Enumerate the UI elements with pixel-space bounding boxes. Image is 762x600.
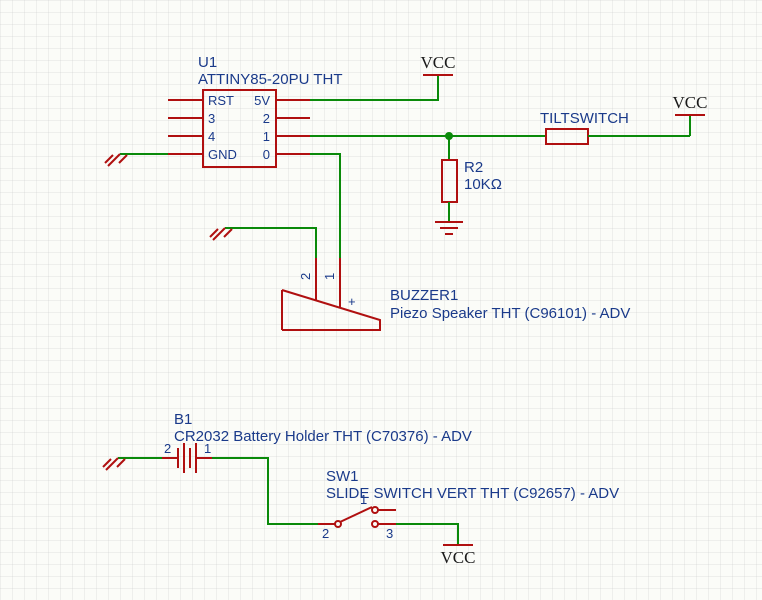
u1-ref: U1 xyxy=(198,54,217,71)
component-buzzer: 2 1 + BUZZER1 Piezo Speaker THT (C96101)… xyxy=(282,258,630,330)
r2-value: 10KΩ xyxy=(464,176,502,193)
b1-ref: B1 xyxy=(174,411,192,428)
vcc-label-2: VCC xyxy=(673,93,708,112)
buzzer-plus: + xyxy=(348,294,356,309)
u1-pin-3: 3 xyxy=(208,111,215,126)
sw1-ref: SW1 xyxy=(326,468,359,485)
schematic-canvas: RST 3 4 GND 5V 2 1 0 U1 ATTINY85-20PU TH… xyxy=(0,0,762,600)
u1-pin-4: 4 xyxy=(208,129,215,144)
net-buzzer-gnd xyxy=(210,228,316,258)
u1-pin-1: 1 xyxy=(263,129,270,144)
u1-pin-2: 2 xyxy=(263,111,270,126)
net-pin0-buzzer xyxy=(310,154,340,258)
u1-pin-rst: RST xyxy=(208,93,234,108)
sw1-pin-2: 2 xyxy=(322,526,329,541)
buzzer-pin-2: 2 xyxy=(298,273,313,280)
component-b1: 2 1 B1 CR2032 Battery Holder THT (C70376… xyxy=(103,411,472,473)
net-b1-sw1 xyxy=(212,458,318,524)
b1-value: CR2032 Battery Holder THT (C70376) - ADV xyxy=(174,428,472,445)
net-sw1-vcc: VCC xyxy=(396,524,475,567)
b1-pin-2: 2 xyxy=(164,441,171,456)
tiltswitch-ref: TILTSWITCH xyxy=(540,110,629,127)
component-u1: RST 3 4 GND 5V 2 1 0 U1 ATTINY85-20PU TH… xyxy=(168,54,342,167)
component-r2: R2 10KΩ xyxy=(435,159,502,234)
u1-value: ATTINY85-20PU THT xyxy=(198,71,342,88)
r2-ref: R2 xyxy=(464,159,483,176)
component-tiltswitch: VCC TILTSWITCH xyxy=(540,93,707,144)
buzzer-value: Piezo Speaker THT (C96101) - ADV xyxy=(390,305,630,322)
component-sw1: 2 1 3 SW1 SLIDE SWITCH VERT THT (C92657)… xyxy=(318,468,619,541)
sw1-pin-3: 3 xyxy=(386,526,393,541)
u1-pin-gnd: GND xyxy=(208,147,237,162)
buzzer-pin-1: 1 xyxy=(322,273,337,280)
vcc-label-1: VCC xyxy=(421,53,456,72)
gnd-u1 xyxy=(105,154,168,166)
buzzer-ref: BUZZER1 xyxy=(390,287,458,304)
vcc-label-3: VCC xyxy=(441,548,476,567)
u1-pin-0: 0 xyxy=(263,147,270,162)
u1-pin-5v: 5V xyxy=(254,93,270,108)
sw1-value: SLIDE SWITCH VERT THT (C92657) - ADV xyxy=(326,485,619,502)
net-pin1 xyxy=(310,132,546,160)
